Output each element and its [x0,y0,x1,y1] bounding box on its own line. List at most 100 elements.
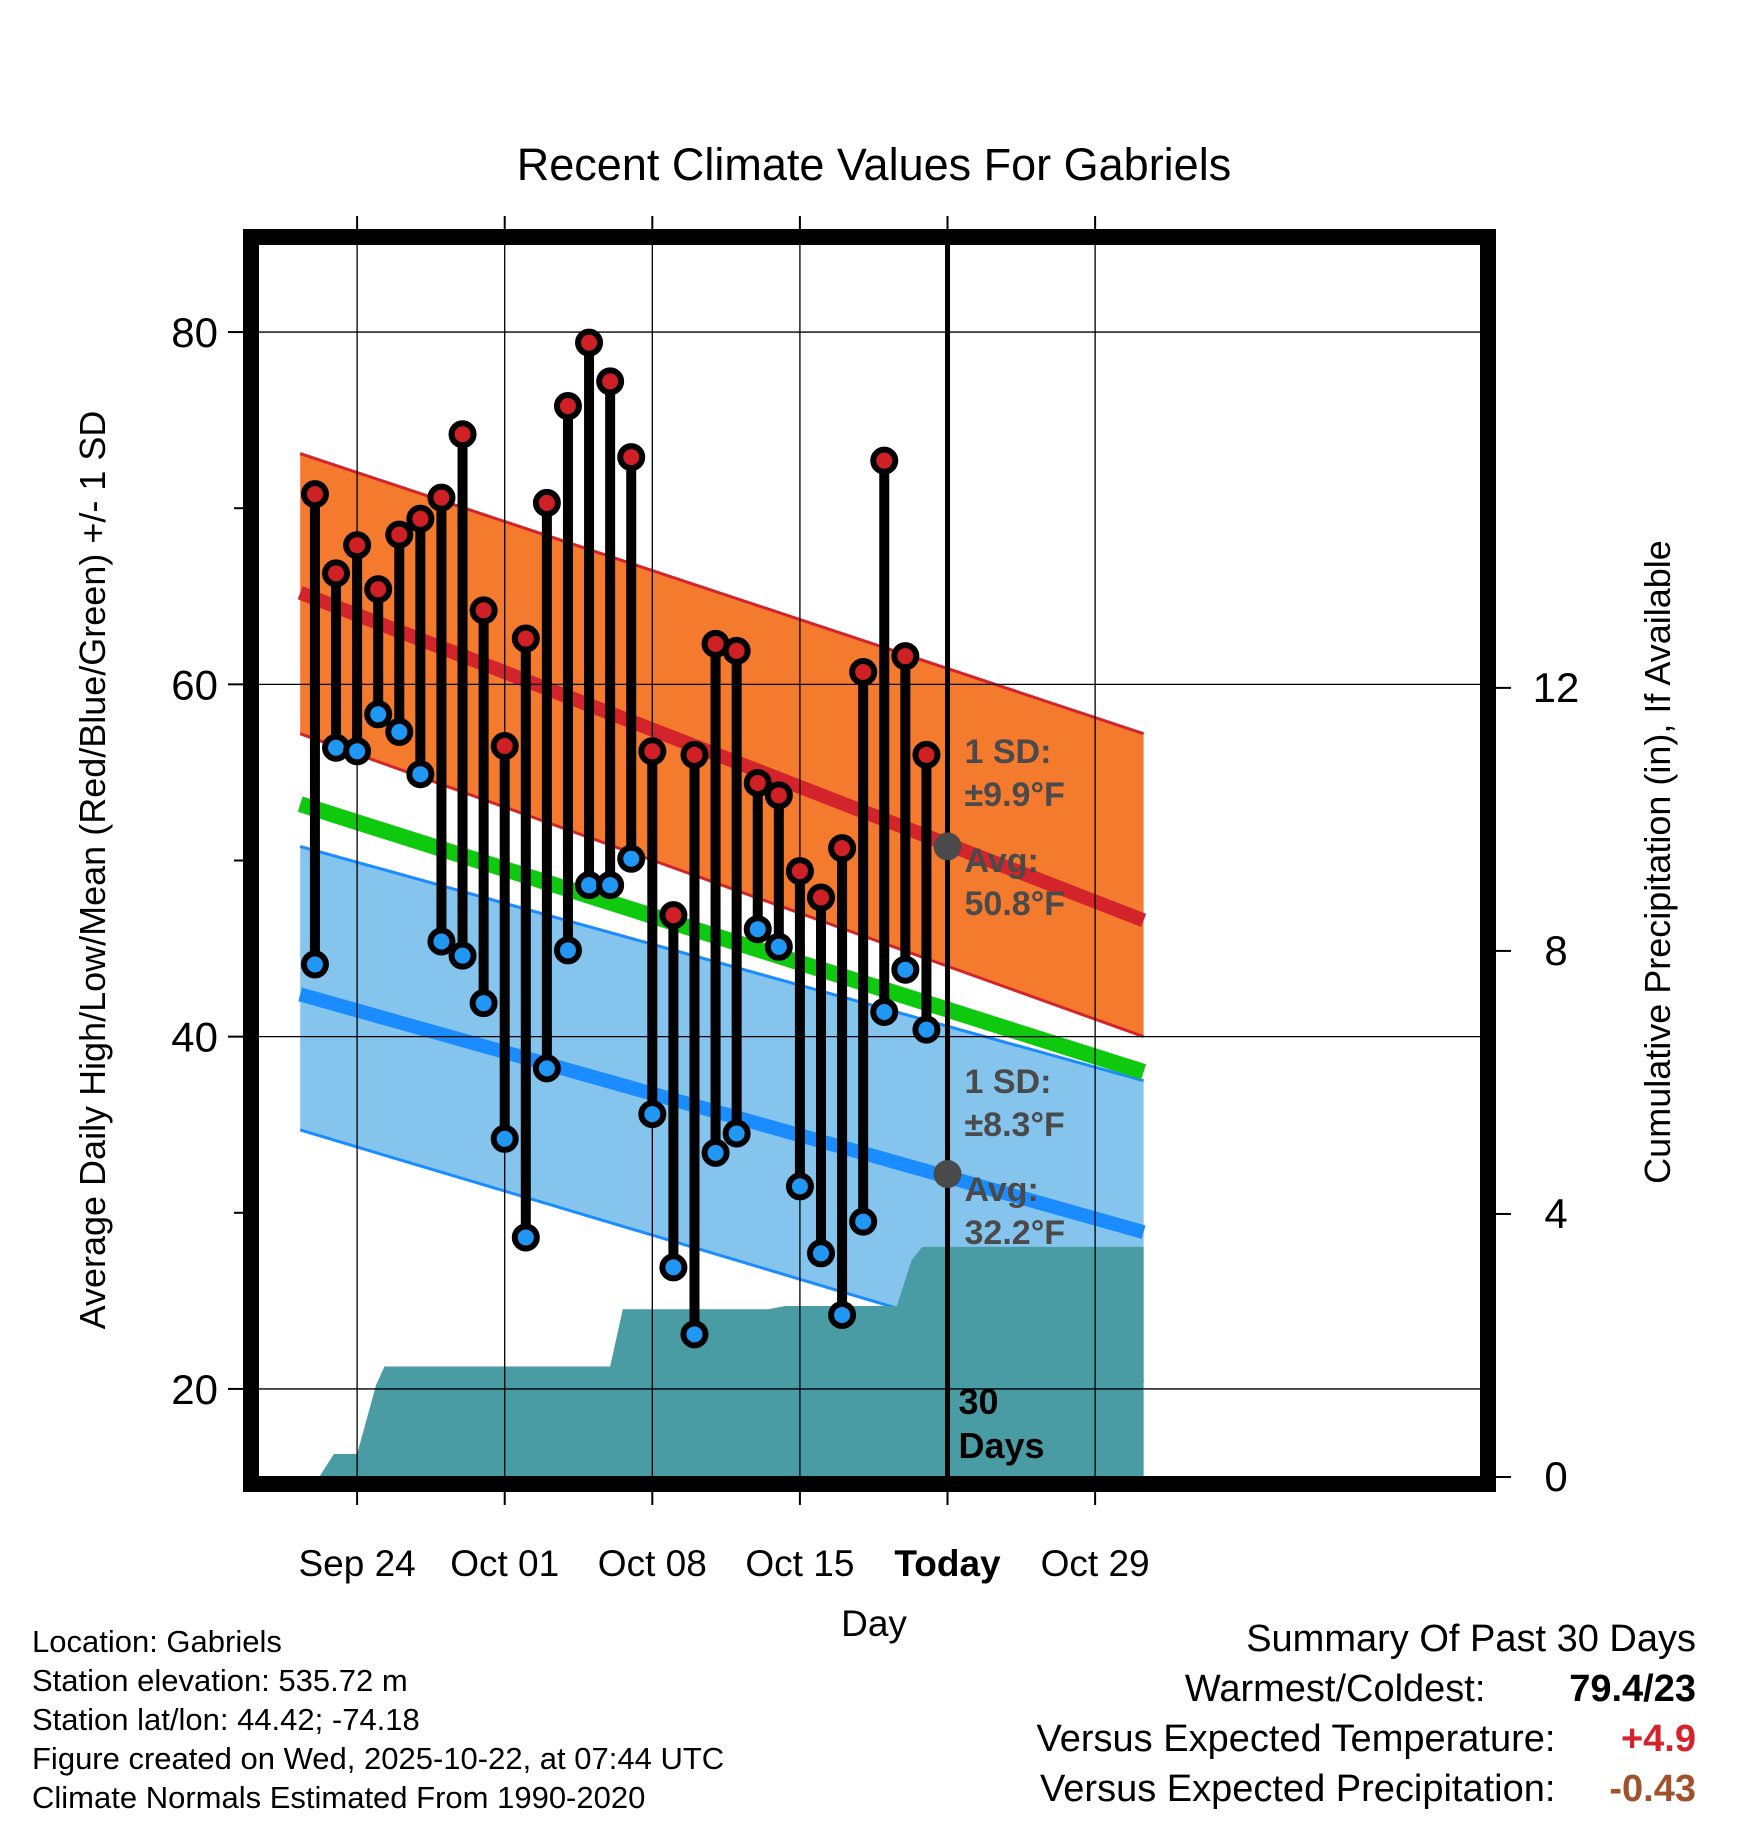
daily-low-point [743,915,772,944]
daily-low-point [596,871,625,900]
daily-high-point [343,531,372,560]
daily-low-point [300,950,329,979]
daily-high-point [828,834,857,863]
y2-tick-label: 12 [1533,664,1580,711]
daily-low-point [849,1207,878,1236]
station-latlon: Station lat/lon: 44.42; -74.18 [32,1702,420,1737]
low-avg-label: Avg: [965,1171,1039,1209]
y2-tick-label: 8 [1544,927,1567,974]
daily-low-point [912,1015,941,1044]
daily-low-point [553,936,582,965]
figure-created: Figure created on Wed, 2025-10-22, at 07… [32,1741,725,1776]
precip-area [319,1246,1144,1477]
daily-high-point [680,740,709,769]
daily-high-point [406,504,435,533]
high-avg-value: 50.8°F [965,885,1066,923]
daily-low-point [490,1124,519,1153]
daily-low-point [828,1300,857,1329]
warmest-value: 79.4/23 [1569,1668,1696,1710]
daily-low-point [870,997,899,1026]
daily-low-point [785,1172,814,1201]
x-tick-label: Oct 01 [450,1543,559,1584]
low-sd-value: ±8.3°F [965,1106,1065,1144]
low-avg-value: 32.2°F [965,1214,1066,1252]
daily-low-point [385,717,414,746]
daily-high-point [511,624,540,653]
y2-tick-label: 0 [1544,1453,1567,1500]
chart-title: Recent Climate Values For Gabriels [517,139,1231,190]
daily-high-point [427,483,456,512]
y2-tick-label: 4 [1544,1190,1567,1237]
station-elevation: Station elevation: 535.72 m [32,1663,408,1698]
daily-high-point [638,737,667,766]
y2-axis-label: Cumulative Precipitation (in), If Availa… [1637,540,1678,1184]
daily-low-point [364,700,393,729]
daily-high-point [322,559,351,588]
daily-high-point [849,658,878,687]
summary-precip-row: Versus Expected Precipitation: -0.43 [1037,1764,1696,1814]
daily-low-point [659,1253,688,1282]
daily-low-point [764,932,793,961]
high-sd-value: ±9.9°F [965,776,1065,814]
daily-low-point [617,844,646,873]
daily-high-point [448,420,477,449]
daily-high-point [764,781,793,810]
precip-label: Versus Expected Precipitation: [1040,1768,1556,1810]
temp-anomaly-value: +4.9 [1620,1718,1696,1760]
daily-high-point [490,732,519,761]
daily-low-point [427,927,456,956]
precip-anomaly-value: -0.43 [1609,1768,1696,1810]
daily-high-point [364,575,393,604]
y-tick-label: 20 [171,1366,218,1413]
x-tick-label: Oct 15 [745,1543,854,1584]
daily-low-point [701,1138,730,1167]
station-info: Location: Gabriels Station elevation: 53… [32,1622,724,1817]
daily-high-point [469,596,498,625]
daily-low-point [511,1223,540,1252]
daily-low-point [448,941,477,970]
daily-low-point [807,1239,836,1268]
summary-warmest-row: Warmest/Coldest: 79.4/23 [1037,1664,1696,1714]
daily-high-point [870,446,899,475]
x-tick-label: Sep 24 [298,1543,415,1584]
daily-low-point [406,760,435,789]
climate-normals-note: Climate Normals Estimated From 1990-2020 [32,1780,646,1815]
x-tick-label: Oct 08 [598,1543,707,1584]
daily-high-point [617,443,646,472]
daily-high-point [722,636,751,665]
summary-panel: Summary Of Past 30 Days Warmest/Coldest:… [1037,1614,1696,1814]
low-sd-label: 1 SD: [965,1063,1052,1101]
daily-high-point [300,480,329,509]
daily-high-point [912,740,941,769]
daily-high-point [575,328,604,357]
daily-low-point [532,1054,561,1083]
y-tick-label: 40 [171,1014,218,1061]
low-today-marker [933,1160,962,1189]
high-today-marker [933,832,962,861]
station-location: Location: Gabriels [32,1624,282,1659]
daily-high-point [532,488,561,517]
daily-low-point [891,955,920,984]
daily-high-point [553,392,582,421]
daily-high-point [891,642,920,671]
daily-high-point [659,901,688,930]
normal-high-band [300,453,1144,1037]
high-sd-label: 1 SD: [965,733,1052,771]
days-count-label: 30 [959,1381,999,1422]
daily-low-point [343,737,372,766]
x-tick-label: Oct 29 [1041,1543,1150,1584]
daily-high-point [785,857,814,886]
warmest-label: Warmest/Coldest: [1184,1668,1486,1710]
daily-high-point [807,883,836,912]
daily-low-point [722,1119,751,1148]
daily-high-point [743,768,772,797]
daily-low-point [469,989,498,1018]
x-tick-label: Today [894,1543,1001,1584]
plot-area [258,244,1481,1477]
daily-high-point [385,520,414,549]
daily-high-point [596,367,625,396]
daily-low-point [680,1320,709,1349]
x-axis-label: Day [841,1603,907,1644]
y-tick-label: 80 [171,309,218,356]
